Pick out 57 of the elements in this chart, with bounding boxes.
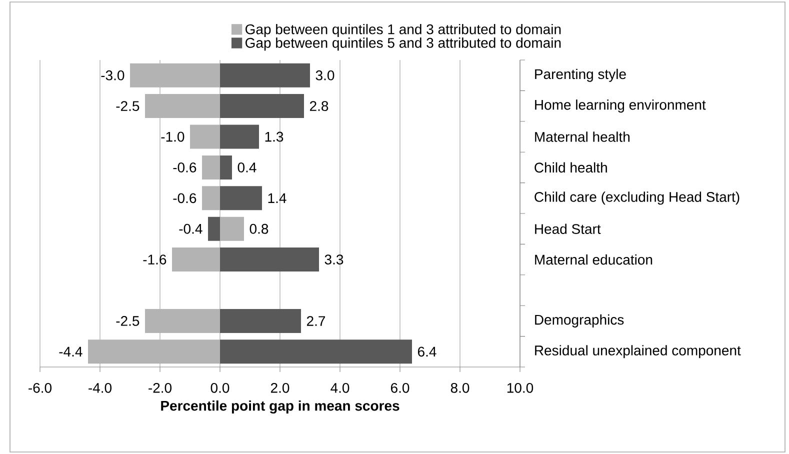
bar: [190, 124, 220, 149]
data-label: -4.4: [59, 346, 82, 356]
y-tick-label: Maternal health: [535, 132, 630, 142]
data-label: 0.8: [250, 224, 268, 234]
bar: [220, 124, 260, 149]
y-tick-label: Maternal education: [535, 254, 652, 265]
bar: [220, 248, 320, 272]
data-label: -3.0: [101, 70, 124, 80]
data-label: -2.5: [116, 316, 140, 326]
data-label: -1.6: [143, 254, 166, 265]
data-label: -0.6: [173, 162, 196, 172]
data-label: 2.7: [306, 316, 326, 326]
data-label: 1.4: [268, 193, 286, 203]
y-tick-label: Child care (excluding Head Start): [534, 192, 740, 205]
x-tick-label: -4.0: [88, 382, 112, 393]
y-tick-label: Residual unexplained component: [535, 345, 741, 358]
y-tick-label: Demographics: [535, 314, 624, 328]
bar: [172, 248, 220, 272]
bar: [220, 94, 304, 118]
bar: [220, 216, 244, 241]
bar: [130, 63, 220, 88]
y-tick-label: Head Start: [535, 224, 601, 234]
data-label: 6.4: [418, 346, 436, 357]
data-label: 1.3: [265, 132, 284, 142]
x-tick-label: 2.0: [270, 382, 290, 393]
bar: [145, 94, 220, 118]
bar: [220, 340, 412, 364]
bar: [220, 63, 310, 88]
bar: [220, 308, 302, 333]
x-tick-label: 6.0: [390, 382, 410, 393]
data-label: 3.0: [316, 70, 334, 80]
bar: [202, 155, 220, 180]
x-tick-label: 10.0: [507, 382, 534, 393]
y-tick-label: Home learning environment: [535, 100, 706, 113]
data-label: -1.0: [161, 132, 184, 142]
bar: [220, 186, 262, 210]
x-axis-title: Percentile point gap in mean scores: [161, 400, 400, 414]
data-label: -0.6: [173, 193, 196, 204]
data-label: -0.4: [179, 224, 202, 234]
x-tick-label: -6.0: [28, 382, 52, 393]
bar: [88, 340, 220, 364]
data-label: -2.5: [116, 101, 140, 112]
data-label: 0.4: [238, 162, 256, 172]
x-tick-label: 4.0: [330, 382, 350, 393]
legend-label: Gap between quintiles 5 and 3 attributed to domain: [246, 38, 561, 51]
y-tick-label: Child health: [534, 162, 607, 173]
bar: [202, 186, 220, 210]
x-tick-label: 8.0: [450, 382, 470, 393]
y-tick-label: Parenting style: [535, 68, 626, 82]
bar: [208, 216, 220, 241]
legend-label: Gap between quintiles 1 and 3 attributed to domain: [246, 24, 561, 38]
data-label: 2.8: [310, 101, 328, 112]
x-tick-label: 0.0: [210, 382, 230, 393]
data-label: 3.3: [324, 254, 344, 265]
x-tick-label: -2.0: [148, 382, 172, 393]
bar: [145, 308, 220, 333]
bar: [220, 155, 232, 180]
